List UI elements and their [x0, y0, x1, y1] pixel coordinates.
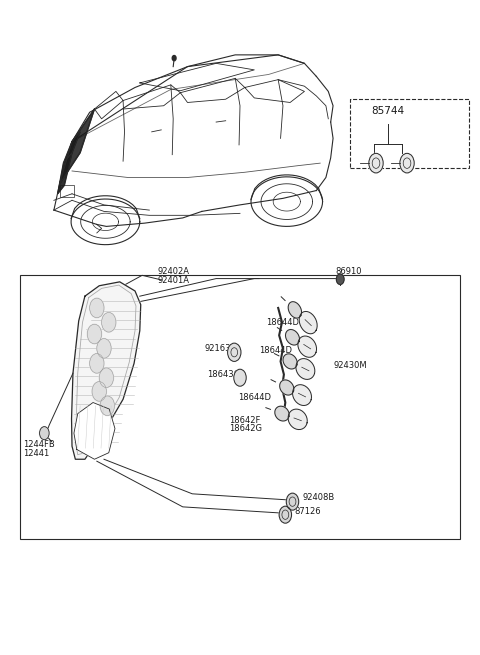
Text: 92408B: 92408B	[302, 493, 334, 502]
Text: 12441: 12441	[23, 449, 49, 458]
Text: 87126: 87126	[294, 507, 321, 516]
Text: 92402A: 92402A	[157, 267, 189, 276]
Circle shape	[102, 312, 116, 332]
Circle shape	[369, 153, 383, 173]
Polygon shape	[288, 409, 307, 430]
Polygon shape	[63, 132, 80, 163]
Polygon shape	[299, 311, 317, 334]
Circle shape	[100, 396, 115, 415]
Circle shape	[90, 298, 104, 318]
Polygon shape	[275, 406, 289, 421]
Text: 92401A: 92401A	[157, 276, 189, 285]
Text: 86910: 86910	[336, 267, 362, 276]
Circle shape	[90, 354, 104, 373]
Circle shape	[92, 382, 107, 402]
Polygon shape	[296, 358, 315, 379]
Text: 85744: 85744	[371, 105, 404, 115]
Bar	[21, 275, 459, 540]
Polygon shape	[288, 302, 301, 318]
Polygon shape	[283, 354, 297, 369]
Polygon shape	[280, 380, 294, 395]
Polygon shape	[58, 153, 72, 194]
Circle shape	[279, 506, 291, 523]
Text: 92163A: 92163A	[204, 344, 237, 353]
Circle shape	[39, 426, 49, 440]
Text: 18644D: 18644D	[238, 394, 271, 402]
Bar	[60, 185, 74, 197]
Circle shape	[400, 153, 414, 173]
Circle shape	[97, 339, 111, 358]
Circle shape	[286, 493, 299, 510]
Polygon shape	[72, 282, 141, 459]
Circle shape	[172, 56, 176, 61]
Circle shape	[99, 368, 114, 388]
Text: 18644D: 18644D	[266, 318, 299, 328]
Polygon shape	[298, 336, 316, 357]
Text: 92430M: 92430M	[333, 361, 367, 370]
Text: 18643G: 18643G	[206, 370, 240, 379]
Text: 18642F: 18642F	[229, 416, 261, 424]
Circle shape	[87, 324, 102, 344]
Polygon shape	[292, 384, 312, 405]
Bar	[350, 99, 469, 168]
Circle shape	[228, 343, 241, 362]
Circle shape	[234, 369, 246, 386]
Text: 1244FB: 1244FB	[23, 440, 55, 449]
Circle shape	[336, 274, 344, 284]
Polygon shape	[60, 109, 95, 184]
Text: 18644D: 18644D	[259, 346, 292, 355]
Polygon shape	[74, 403, 115, 459]
Text: 18642G: 18642G	[229, 424, 263, 433]
Polygon shape	[286, 329, 300, 345]
